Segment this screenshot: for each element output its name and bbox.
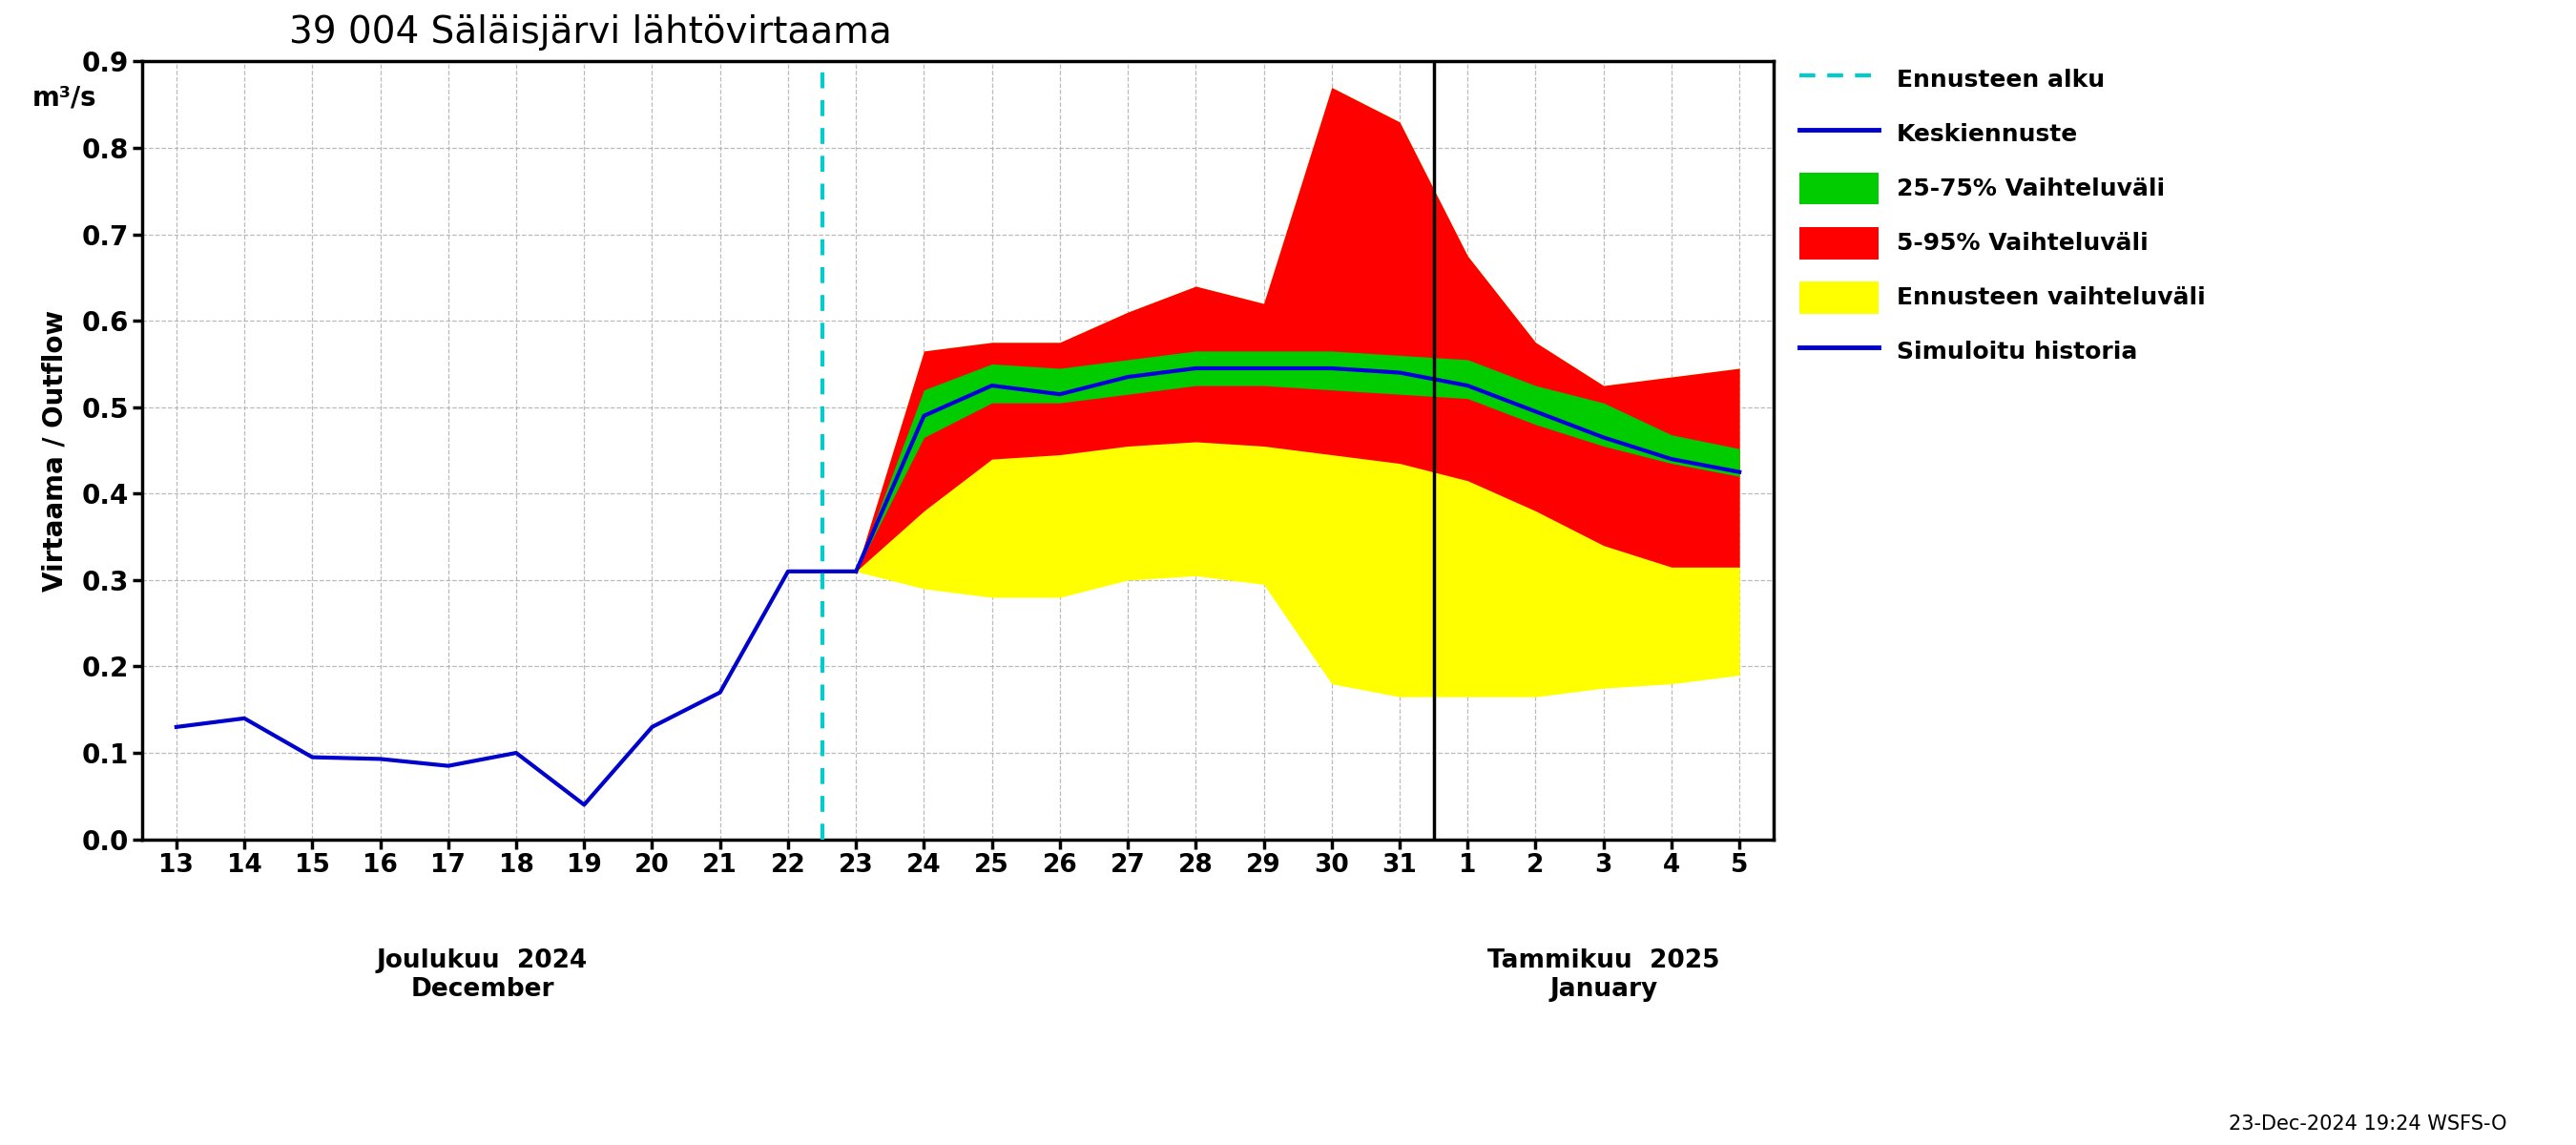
Legend: Ennusteen alku, Keskiennuste, 25-75% Vaihteluväli, 5-95% Vaihteluväli, Ennusteen: Ennusteen alku, Keskiennuste, 25-75% Vai…: [1793, 57, 2213, 374]
Text: m³/s: m³/s: [31, 85, 95, 111]
Text: Joulukuu  2024
December: Joulukuu 2024 December: [376, 948, 587, 1002]
Text: 23-Dec-2024 19:24 WSFS-O: 23-Dec-2024 19:24 WSFS-O: [2228, 1114, 2506, 1134]
Text: Tammikuu  2025
January: Tammikuu 2025 January: [1486, 948, 1721, 1002]
Y-axis label: Virtaama / Outflow: Virtaama / Outflow: [41, 309, 67, 591]
Text: 39 004 Säläisjärvi lähtövirtaama: 39 004 Säläisjärvi lähtövirtaama: [289, 14, 891, 50]
